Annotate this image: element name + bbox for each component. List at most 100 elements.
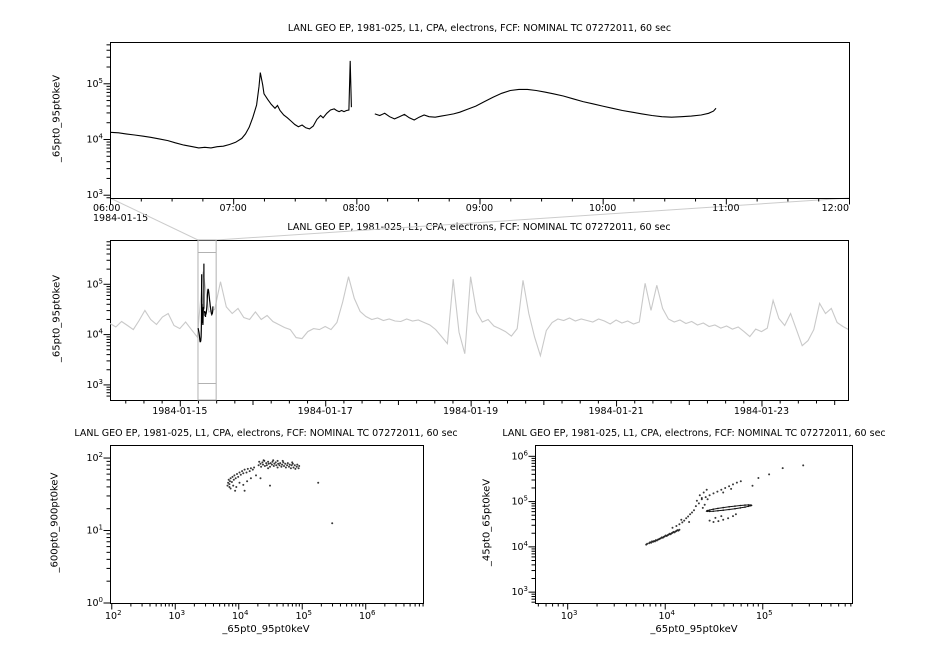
scatter-loop-point (722, 509, 724, 512)
context-selection-box[interactable] (197, 239, 217, 401)
scatter-45-65-point (735, 481, 738, 484)
top-x-tick-label: 10:00 (589, 203, 616, 214)
scatter-600-900-point (294, 467, 297, 470)
scatter-45-65-x-tick-label: 104 (658, 609, 675, 622)
scatter-600-900-point (232, 478, 235, 481)
context-highlight-line (197, 263, 205, 343)
top-plot-area[interactable] (110, 42, 849, 198)
scatter-600-900-point (269, 462, 272, 465)
scatter-600-900-point (246, 467, 249, 470)
scatter-600-900-point (267, 462, 270, 465)
scatter-600-900-point (259, 462, 262, 465)
scatter-45-65-point (705, 488, 708, 491)
scatter-600-900-point (236, 473, 238, 475)
scatter-600-900-point (229, 480, 231, 483)
scatter-600-900-y-tick-label: 100 (86, 596, 103, 609)
scatter-600-900-point (259, 477, 262, 480)
scatter-600-900-point (279, 462, 282, 465)
top-x-tick-label: 08:00 (343, 203, 370, 214)
scatter-600-900-point (242, 483, 245, 486)
scatter-loop-point (708, 509, 711, 511)
scatter-45-65-point (757, 477, 760, 479)
scatter-600-900-point (246, 480, 249, 483)
scatter-600-900-point (235, 486, 238, 488)
scatter-600-900-point (276, 459, 279, 462)
scatter-600-900-point (249, 477, 252, 480)
scatter-600-900-point (230, 481, 233, 483)
s2-plot-frame (535, 445, 853, 604)
scatter-600-900-point (281, 463, 284, 466)
scatter-45-65-point (671, 526, 674, 529)
top-plot-title: LANL GEO EP, 1981-025, L1, CPA, electron… (287, 23, 672, 34)
scatter-600-900-point (283, 465, 285, 467)
scatter-45-65-title: LANL GEO EP, 1981-025, L1, CPA, electron… (502, 428, 886, 439)
scatter-loop-point (734, 507, 736, 510)
scatter-600-900-point (241, 470, 244, 473)
scatter-45-65-y-tick-label: 104 (511, 540, 528, 553)
scatter-600-900-x-tick-label: 104 (232, 609, 249, 622)
scatter-45-65-point (704, 496, 707, 499)
scatter-600-900-point (317, 481, 320, 484)
scatter-45-65-point (678, 528, 681, 531)
scatter-45-65-point (712, 521, 715, 523)
scatter-loop-point (717, 507, 719, 510)
scatter-600-900-point (229, 487, 232, 490)
scatter-45-65-point (694, 505, 697, 508)
scatter-600-900-y-tick-label: 101 (86, 524, 103, 537)
scatter-600-900-point (288, 463, 291, 466)
scatter-45-65-point (681, 521, 684, 524)
scatter-600-900-point (298, 465, 301, 467)
scatter-45-65-point (768, 473, 771, 476)
scatter-600-900-point (272, 465, 275, 467)
scatter-600-900-point (261, 461, 264, 464)
scatter-45-65-plot-area[interactable] (535, 445, 852, 603)
top-series-group (110, 60, 717, 149)
context-x-tick-label: 1984-01-15 (152, 406, 207, 417)
context-y-tick-label: 103 (86, 378, 103, 391)
context-plot-area[interactable] (110, 240, 848, 400)
scatter-45-65-point (732, 483, 734, 486)
top-y-tick-label: 103 (86, 188, 103, 201)
scatter-45-65-xlabel: _65pt0_95pt0keV (650, 624, 738, 635)
scatter-600-900-point (258, 460, 261, 463)
scatter-45-65-y-tick-label: 103 (511, 585, 528, 598)
scatter-600-900-point (269, 465, 271, 468)
scatter-600-900-point (234, 489, 237, 492)
scatter-600-900-point (284, 466, 287, 469)
scatter-45-65-point (722, 518, 725, 521)
context-series-line (110, 271, 848, 358)
scatter-600-900-point (284, 462, 287, 465)
scatter-600-900-point (277, 462, 280, 465)
scatter-600-900-point (295, 465, 298, 468)
top-x-tick-label: 12:00 (822, 203, 849, 214)
scatter-45-65-point (727, 517, 730, 520)
scatter-600-900-x-tick-label: 103 (168, 609, 185, 622)
scatter-45-65-point (751, 484, 754, 487)
scatter-600-900-point (331, 522, 334, 525)
scatter-600-900-plot-area[interactable] (110, 445, 423, 603)
scatter-600-900-point (265, 462, 268, 465)
scatter-600-900-point (253, 466, 256, 469)
top-x-tick-label: 06:00 (93, 203, 120, 214)
scatter-600-900-point (238, 471, 241, 474)
scatter-45-65-point (683, 519, 686, 522)
scatter-600-900-point (273, 462, 276, 465)
scatter-600-900-x-tick-label: 102 (105, 609, 122, 622)
scatter-600-900-x-tick-label: 106 (359, 609, 376, 622)
scatter-loop-point (708, 510, 711, 513)
scatter-45-65-point (720, 515, 723, 518)
scatter-600-900-point (288, 465, 290, 468)
scatter-45-65-point (678, 523, 681, 526)
context-x-tick-label: 1984-01-23 (734, 406, 789, 417)
scatter-45-65-point (739, 480, 742, 483)
scatter-45-65-point (700, 498, 703, 501)
scatter-45-65-x-tick-label: 103 (561, 609, 578, 622)
scatter-600-900-point (226, 484, 229, 487)
scatter-600-900-point (248, 470, 251, 473)
scatter-45-65-point (732, 515, 734, 518)
scatter-loop-point (734, 505, 736, 507)
scatter-600-900-point (280, 465, 283, 468)
scatter-600-900-point (274, 461, 277, 464)
